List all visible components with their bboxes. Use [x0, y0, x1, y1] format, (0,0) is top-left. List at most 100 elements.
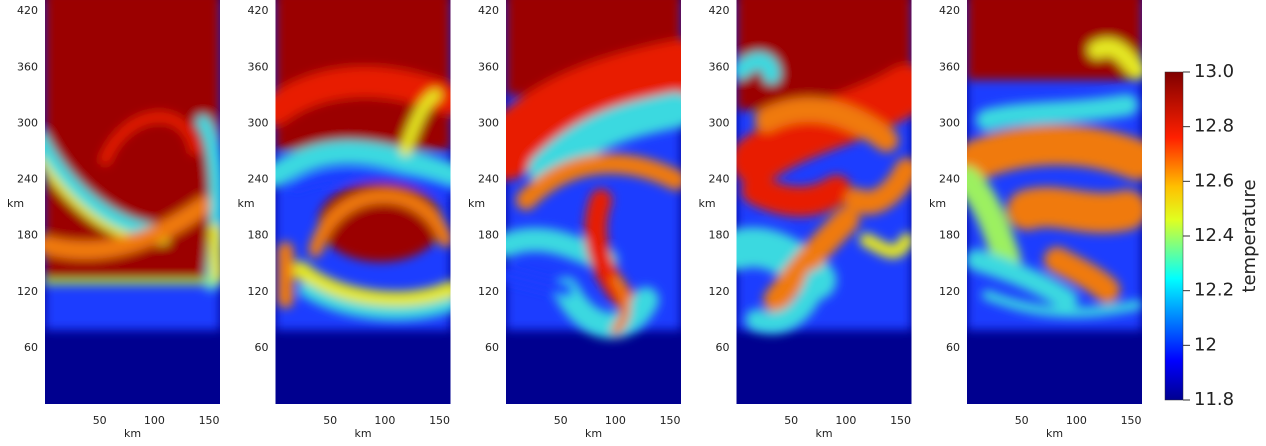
x-tick-label: 150	[890, 414, 911, 427]
y-tick-label: 120	[17, 285, 38, 298]
field-region	[844, 158, 912, 215]
field-region	[1007, 187, 1142, 233]
field-region	[100, 112, 200, 165]
field	[506, 0, 681, 404]
y-tick-label: 360	[17, 60, 38, 73]
y-tick-label: 60	[24, 341, 38, 354]
x-tick-label: 100	[605, 414, 626, 427]
y-tick-label: 180	[939, 229, 960, 242]
field-region	[859, 233, 912, 259]
field-region	[45, 196, 214, 260]
y-tick-label: 420	[17, 4, 38, 17]
y-tick-label: 300	[17, 116, 38, 129]
y-tick-label: 360	[709, 60, 730, 73]
x-tick-label: 100	[144, 414, 165, 427]
y-axis-label: km	[7, 197, 24, 210]
colorbar-label: temperature	[1239, 179, 1260, 292]
panel: 50 100 150 60 120 180 240 300 360 420 km km	[238, 0, 451, 440]
field-region	[528, 92, 681, 188]
field	[736, 0, 912, 404]
y-tick-label: 240	[17, 173, 38, 186]
field-region	[763, 207, 860, 313]
y-tick-label: 60	[485, 341, 499, 354]
x-axis-label: km	[815, 427, 832, 440]
y-tick-label: 180	[17, 229, 38, 242]
x-tick-label: 50	[784, 414, 798, 427]
x-tick-label: 150	[199, 414, 220, 427]
field-region	[745, 269, 828, 334]
x-tick-label: 150	[1121, 414, 1142, 427]
y-tick-label: 60	[946, 341, 960, 354]
y-tick-label: 120	[709, 285, 730, 298]
x-tick-label: 50	[93, 414, 107, 427]
field-region	[1088, 38, 1142, 79]
y-axis-label: km	[929, 197, 946, 210]
field-region	[506, 268, 573, 297]
field	[275, 0, 451, 404]
x-tick-label: 50	[1015, 414, 1029, 427]
field-region	[506, 40, 681, 180]
field-region	[976, 94, 1138, 131]
x-tick-label: 100	[374, 414, 395, 427]
x-tick-label: 150	[660, 414, 681, 427]
x-axis-label: km	[1046, 427, 1063, 440]
panel: 50 100 150 60 120 180 240 300 360 420 km km	[468, 0, 681, 440]
field	[45, 0, 220, 404]
x-axis-label: km	[585, 427, 602, 440]
y-tick-label: 420	[709, 4, 730, 17]
y-tick-label: 120	[478, 285, 499, 298]
y-tick-label: 360	[478, 60, 499, 73]
y-tick-label: 420	[478, 4, 499, 17]
x-tick-label: 50	[323, 414, 337, 427]
field-art	[506, 0, 681, 339]
y-tick-label: 300	[939, 116, 960, 129]
field-region	[298, 283, 451, 321]
y-tick-label: 60	[716, 341, 730, 354]
panel: 50 100 150 60 120 180 240 300 360 420 km km	[699, 0, 912, 440]
x-tick-label: 100	[1066, 414, 1087, 427]
y-tick-label: 60	[255, 341, 269, 354]
field-art	[275, 0, 451, 321]
x-axis-label: km	[354, 427, 371, 440]
field-region	[291, 261, 451, 310]
y-tick-label: 240	[248, 173, 269, 186]
field-region	[736, 65, 912, 185]
panel: 50 100 150 60 120 180 240 300 360 420 km km	[929, 0, 1142, 440]
colorbar-tick-label: 12.4	[1194, 225, 1234, 246]
field-region	[967, 249, 1078, 311]
field-region	[290, 169, 451, 195]
x-axis-label: km	[124, 427, 141, 440]
y-tick-label: 180	[478, 229, 499, 242]
y-tick-label: 300	[478, 116, 499, 129]
field-region	[967, 125, 1142, 180]
field-region	[308, 189, 451, 257]
field-region	[1044, 247, 1120, 303]
field-region	[741, 175, 852, 217]
y-tick-label: 360	[248, 60, 269, 73]
colorbar-tick-label: 11.8	[1194, 389, 1234, 410]
y-tick-label: 240	[939, 173, 960, 186]
colorbar-tick-label: 12	[1194, 334, 1217, 355]
colorbar-ramp	[1164, 71, 1184, 401]
panel: 50 100 150 60 120 180 240 300 360 420 km km	[7, 0, 220, 440]
field-region	[553, 277, 659, 339]
y-tick-label: 120	[248, 285, 269, 298]
field-region	[275, 66, 451, 125]
field-region	[399, 89, 442, 156]
colorbar-tick-label: 12.6	[1194, 170, 1234, 191]
y-tick-label: 180	[248, 229, 269, 242]
y-tick-label: 120	[939, 285, 960, 298]
field-region	[516, 153, 681, 210]
colorbar-tick-label: 12.8	[1194, 116, 1234, 137]
colorbar: temperature 11.8 12 12.2 12.4 12.6 12.8 13.0	[1164, 61, 1260, 410]
y-tick-label: 360	[939, 60, 960, 73]
y-axis-label: km	[468, 197, 485, 210]
y-tick-label: 240	[709, 173, 730, 186]
y-axis-label: km	[699, 197, 716, 210]
field	[967, 0, 1142, 404]
field-art	[967, 0, 1142, 318]
field-region	[754, 97, 899, 152]
field-region	[982, 290, 1142, 318]
field-art	[736, 0, 912, 334]
